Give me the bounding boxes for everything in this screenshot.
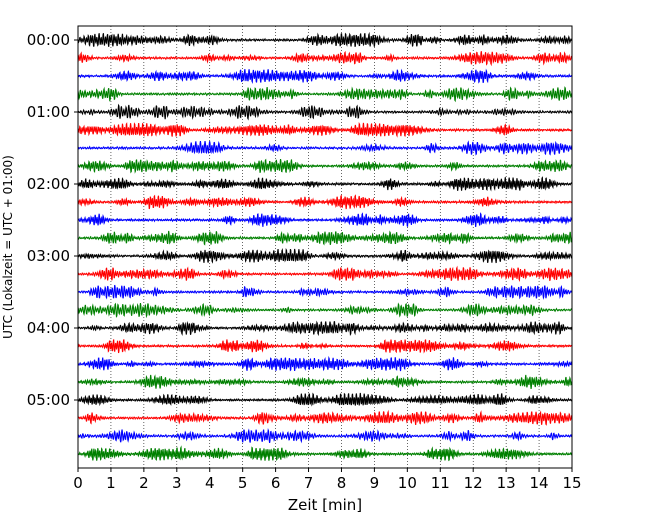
x-tick-label: 15 [562,474,581,492]
y-tick-label: 04:00 [27,319,70,337]
x-tick-label: 9 [370,474,380,492]
x-tick-label: 14 [530,474,549,492]
seismogram-trace-row [77,68,573,85]
seismogram-trace-row [77,103,573,121]
plot-area-background [78,26,572,468]
seismogram-trace-row [77,428,573,444]
seismogram-trace-row [77,302,573,319]
x-tick-label: 6 [271,474,281,492]
x-tick-label: 8 [337,474,347,492]
seismogram-trace-row [77,409,573,426]
seismogram-trace-row [77,230,573,246]
x-tick-label: 10 [398,474,417,492]
plot-frame [77,25,573,469]
x-tick-label: 1 [106,474,116,492]
seismogram-trace-row [77,265,573,283]
seismogram-trace-row [77,339,573,354]
seismogram-trace-row [77,320,573,337]
x-tick-label: 2 [139,474,149,492]
x-tick-label: 0 [73,474,83,492]
seismogram-trace-row [77,122,573,138]
seismogram-trace-row [77,284,573,300]
x-tick-label: 12 [464,474,483,492]
x-tick-label: 3 [172,474,182,492]
y-tick-label: 03:00 [27,247,70,265]
seismogram-trace-row [77,355,573,372]
x-axis-ticks: 0 1 2 3 4 5 6 7 8 9 10 11 12 13 14 15 [73,468,582,492]
x-tick-label: 11 [431,474,450,492]
seismogram-trace-row [77,248,573,264]
x-tick-label: 7 [304,474,314,492]
seismogram-trace-row [77,158,573,174]
y-axis-ticks: 00:00 01:00 02:00 03:00 04:00 05:00 [27,31,78,409]
seismogram-traces [77,31,573,462]
x-tick-label: 4 [205,474,215,492]
seismogram-trace-row [77,176,573,192]
x-axis-label: Zeit [min] [288,496,362,514]
y-axis-label: UTC (Lokalzeit = UTC + 01:00) [1,155,15,339]
seismogram-trace-row [77,194,573,210]
seismogram-trace-row [77,50,573,67]
y-tick-label: 05:00 [27,391,70,409]
y-tick-label: 02:00 [27,175,70,193]
x-tick-label: 13 [497,474,516,492]
seismogram-trace-row [77,212,573,228]
seismogram-trace-row [77,374,573,390]
y-tick-label: 00:00 [27,31,70,49]
seismogram-trace-row [77,140,573,156]
seismogram-trace-row [77,445,573,462]
x-tick-label: 5 [238,474,248,492]
y-tick-label: 01:00 [27,103,70,121]
seismogram-trace-row [77,392,573,407]
seismogram-trace-row [77,86,573,103]
seismogram-trace-row [77,31,573,48]
